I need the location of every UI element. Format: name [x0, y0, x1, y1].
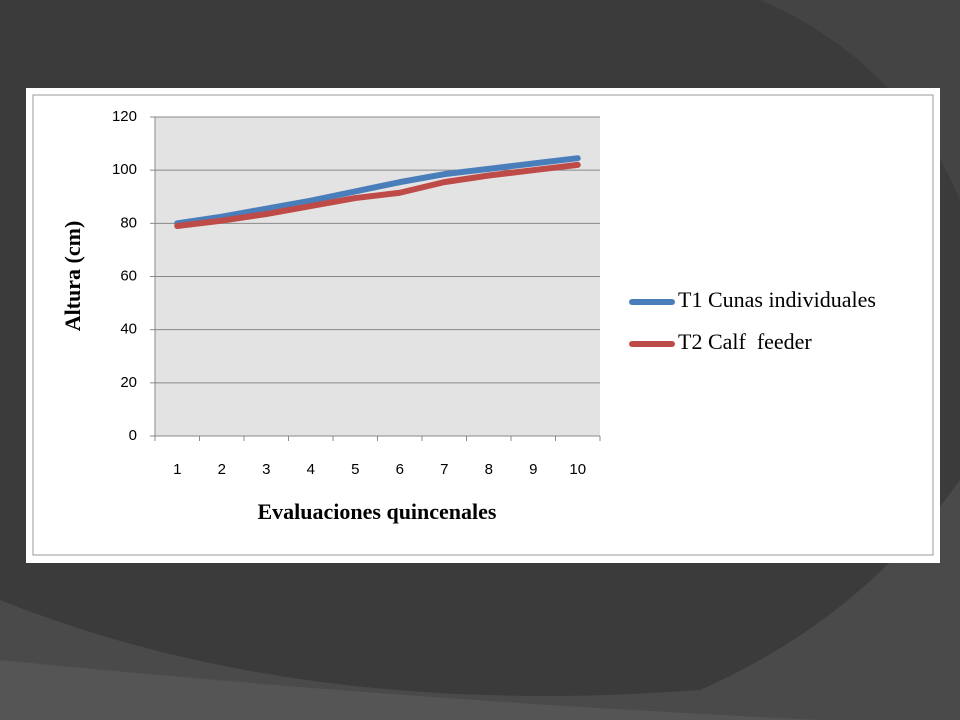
y-tick-label: 80	[120, 214, 137, 231]
x-tick-label: 7	[440, 461, 448, 478]
y-tick-label: 20	[120, 374, 137, 391]
x-tick-label: 8	[485, 461, 493, 478]
legend-label: T2 Calf feeder	[678, 329, 812, 354]
y-tick-label: 0	[129, 427, 137, 444]
x-tick-label: 2	[218, 461, 226, 478]
y-tick-label: 40	[120, 321, 137, 338]
y-tick-label: 60	[120, 267, 137, 284]
x-tick-label: 10	[569, 461, 586, 478]
x-tick-label: 5	[351, 461, 359, 478]
x-tick-label: 4	[307, 461, 315, 478]
series-line	[174, 161, 581, 229]
legend-label: T1 Cunas individuales	[678, 287, 876, 312]
x-tick-label: 9	[529, 461, 537, 478]
y-tick-label: 120	[112, 108, 137, 125]
x-tick-label: 3	[262, 461, 270, 478]
series-line	[174, 155, 581, 227]
y-axis-title: Altura (cm)	[60, 221, 85, 332]
decoration	[760, 0, 960, 200]
decoration	[0, 660, 820, 720]
x-tick-label: 1	[173, 461, 181, 478]
x-axis-title: Evaluaciones quincenales	[258, 499, 497, 524]
x-tick-label: 6	[396, 461, 404, 478]
y-tick-label: 100	[112, 161, 137, 178]
chart-border	[32, 94, 934, 556]
